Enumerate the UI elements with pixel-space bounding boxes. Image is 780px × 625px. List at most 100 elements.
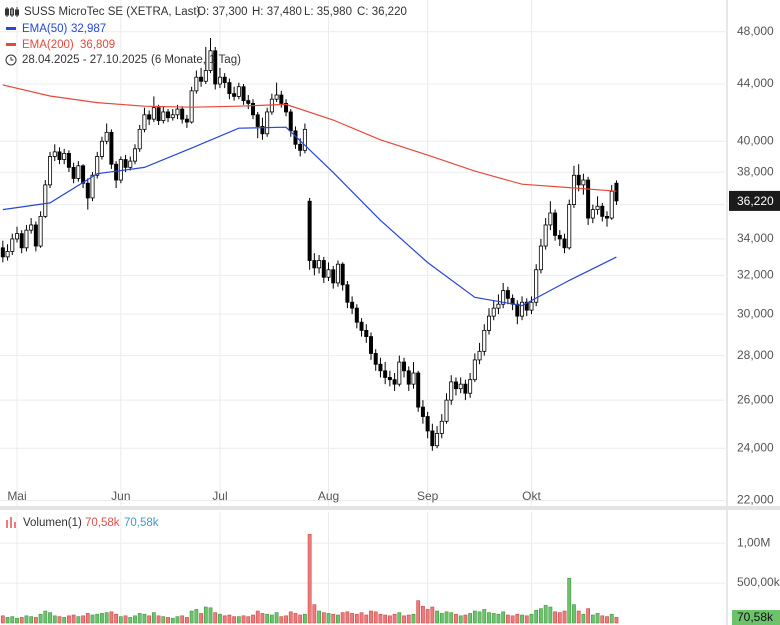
- volume-bar: [199, 613, 203, 624]
- volume-bar: [279, 616, 284, 624]
- ohlc-label: L: 35,980: [304, 6, 352, 18]
- volume-bar: [19, 617, 24, 624]
- volume-bar: [605, 616, 609, 624]
- y-tick-label: 22,000: [737, 493, 774, 507]
- y-tick-label: 30,000: [737, 306, 774, 320]
- candle-body: [496, 303, 501, 309]
- legend: SUSS MicroTec SE (XETRA, Last) O: 37,300…: [5, 6, 407, 66]
- candle-body: [0, 247, 5, 258]
- volume-bar: [255, 610, 260, 624]
- volume-bar: [246, 616, 251, 624]
- volume-bar: [307, 534, 312, 624]
- y-tick-label: 28,000: [737, 348, 774, 362]
- y-tick-label: 26,000: [737, 392, 774, 406]
- candle-body: [392, 379, 397, 385]
- volume-bar: [477, 611, 482, 624]
- candle-body: [123, 159, 128, 168]
- volume-bar: [166, 617, 170, 624]
- candle-body: [420, 406, 425, 417]
- candle-body: [14, 233, 19, 240]
- candle-body: [529, 301, 534, 311]
- volume-bar: [227, 614, 232, 624]
- candle-body: [402, 361, 407, 372]
- candle-body: [435, 432, 440, 447]
- candle-body: [151, 107, 156, 120]
- volume-bar: [595, 613, 600, 624]
- candle-body: [142, 114, 147, 130]
- candle-body: [486, 315, 491, 331]
- volume-bar: [208, 607, 213, 624]
- candle-body: [156, 107, 161, 121]
- y-tick-label: 48,000: [737, 24, 774, 38]
- candle-body: [19, 233, 24, 249]
- ema-line: [2, 126, 617, 307]
- volume-bar: [496, 613, 501, 624]
- volume-bar: [430, 606, 435, 624]
- candle-body: [359, 321, 364, 331]
- volume-bar: [33, 617, 38, 624]
- candle-body: [132, 148, 137, 162]
- volume-bar: [572, 604, 576, 624]
- volume-bar: [402, 615, 406, 624]
- volume-bar: [151, 612, 156, 624]
- candle-body: [449, 381, 454, 401]
- candle-body: [99, 140, 104, 157]
- candle-body: [373, 353, 378, 365]
- volume-bar: [378, 613, 383, 624]
- candle-body: [66, 152, 71, 168]
- volume-bar: [463, 614, 468, 624]
- volume-bar: [274, 612, 279, 624]
- candle-body: [265, 111, 270, 135]
- candle-body: [468, 379, 473, 394]
- candle-body: [208, 50, 213, 71]
- candle-body: [350, 301, 355, 309]
- candle-body: [453, 381, 458, 390]
- volume-bar: [213, 612, 218, 624]
- volume-bar: [95, 613, 100, 624]
- volume-bar: [614, 617, 619, 624]
- volume-bar: [609, 613, 614, 624]
- candle-body: [217, 76, 222, 85]
- volume-bar: [369, 610, 373, 624]
- volume-bar: [472, 610, 477, 624]
- candle-body: [62, 152, 67, 160]
- candle-body: [326, 269, 331, 278]
- volume-bar: [491, 613, 496, 624]
- volume-bar: [104, 612, 109, 624]
- y-tick-label: 44,000: [737, 76, 774, 90]
- y-tick-label: 38,000: [737, 164, 774, 178]
- candle-body: [213, 50, 218, 85]
- volume-bar: [411, 613, 416, 624]
- volume-bar: [236, 616, 241, 624]
- volume-bar: [298, 614, 303, 624]
- x-tick-label: Jul: [212, 489, 227, 503]
- volume-bar: [288, 611, 293, 624]
- volume-bar: [534, 609, 539, 624]
- y-tick-label: 500,00k: [737, 575, 780, 589]
- volume-bar: [435, 610, 439, 624]
- candle-body: [557, 234, 562, 240]
- candle-body: [505, 290, 510, 299]
- grid: [0, 0, 725, 625]
- candle-body: [302, 128, 307, 151]
- ohlc-label: H: 37,480: [252, 6, 302, 18]
- candle-body: [562, 238, 567, 249]
- volume-bar: [326, 613, 331, 624]
- volume-bar: [543, 605, 548, 624]
- volume-bar: [449, 612, 454, 624]
- volume-bar: [118, 616, 123, 624]
- legend-swatch: [6, 43, 16, 46]
- candle-body: [241, 86, 246, 102]
- candle-body: [81, 165, 86, 184]
- volume-bar: [321, 612, 326, 624]
- volume-bar: [439, 613, 444, 624]
- last-price-label: 36,220: [737, 194, 774, 208]
- volume-bar: [161, 616, 166, 624]
- volume-bar: [175, 616, 180, 624]
- candle-body: [52, 151, 57, 157]
- candle-body: [340, 263, 345, 286]
- candle-body: [586, 179, 591, 219]
- volume-bar: [128, 617, 133, 624]
- candle-body: [307, 200, 312, 261]
